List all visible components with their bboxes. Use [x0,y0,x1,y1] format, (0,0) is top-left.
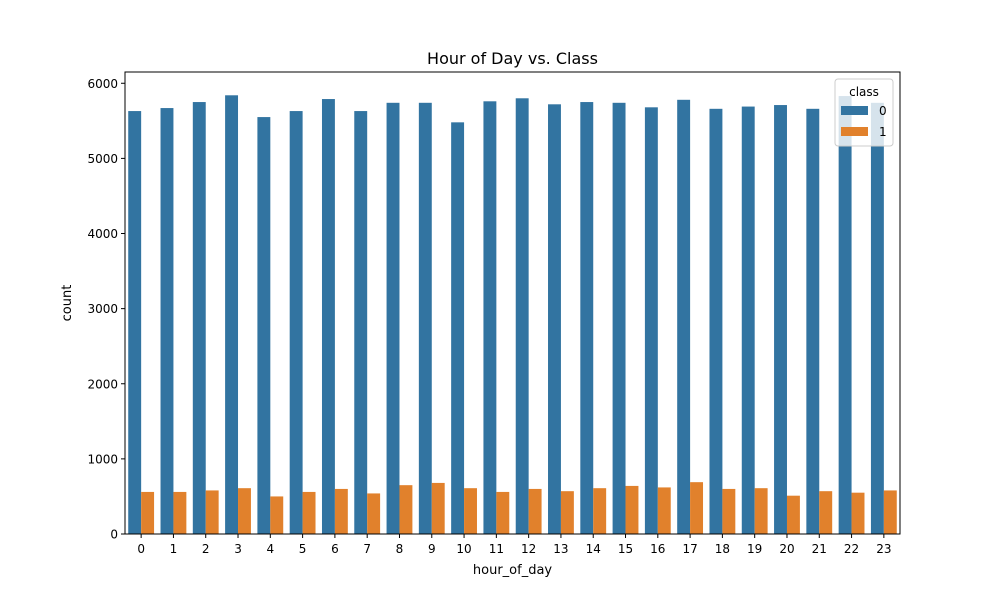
x-tick-label: 6 [331,542,339,556]
bar-class-1-hour-17 [690,482,704,534]
bar-class-0-hour-8 [386,102,400,535]
bars-group [128,95,897,535]
y-axis-label: count [60,285,75,322]
bar-class-0-hour-13 [548,104,561,535]
bar-class-1-hour-23 [883,490,897,534]
bar-class-1-hour-21 [819,491,833,534]
x-tick-label: 12 [521,542,536,556]
bar-class-0-hour-19 [741,106,755,534]
x-tick-label: 18 [715,542,730,556]
chart-title: Hour of Day vs. Class [427,49,598,68]
x-tick-label: 15 [618,542,633,556]
x-tick-label: 14 [586,542,601,556]
bar-class-0-hour-4 [257,117,271,534]
bar-class-1-hour-2 [205,490,219,534]
bar-class-1-hour-12 [528,488,542,534]
x-tick-label: 17 [682,542,697,556]
x-tick-label: 10 [456,542,471,556]
bar-class-1-hour-16 [657,487,671,534]
bar-class-0-hour-11 [483,101,497,535]
x-tick-label: 13 [553,542,568,556]
y-tick-label: 4000 [87,227,118,241]
legend-label-0: 0 [879,104,887,118]
x-tick-label: 3 [234,542,242,556]
bar-class-1-hour-14 [593,488,607,534]
y-tick-label: 1000 [87,452,118,466]
bar-class-1-hour-9 [431,482,445,534]
bar-class-1-hour-11 [496,491,510,534]
bar-class-1-hour-8 [399,485,413,534]
x-tick-label: 23 [876,542,891,556]
legend-swatch-0 [841,106,868,115]
bar-class-0-hour-12 [515,98,529,534]
x-tick-label: 1 [170,542,178,556]
bar-class-0-hour-17 [677,99,691,535]
x-tick-label: 2 [202,542,210,556]
plot-frame [124,71,901,535]
bar-class-1-hour-1 [173,491,187,534]
bar-class-0-hour-18 [709,108,723,534]
x-tick-label: 21 [812,542,827,556]
bar-class-0-hour-20 [774,105,787,535]
x-tick-label: 4 [266,542,274,556]
bar-class-0-hour-0 [128,111,142,534]
bar-class-1-hour-10 [464,488,477,534]
bar-class-0-hour-21 [806,108,820,534]
x-tick-label: 7 [363,542,371,556]
y-tick-label: 0 [110,528,118,542]
y-tick-label: 6000 [87,77,118,91]
bar-class-1-hour-4 [270,496,284,534]
bar-class-1-hour-5 [302,491,316,534]
bar-class-1-hour-20 [786,495,800,534]
x-tick-label: 20 [779,542,794,556]
x-tick-label: 16 [650,542,665,556]
bar-class-0-hour-1 [160,108,174,534]
bar-class-0-hour-3 [225,95,239,534]
x-tick-label: 8 [396,542,404,556]
x-tick-label: 5 [299,542,307,556]
bar-class-0-hour-10 [451,122,465,534]
bar-class-1-hour-3 [238,488,251,534]
bar-class-1-hour-0 [141,491,155,534]
legend-title: class [849,85,879,99]
bar-class-1-hour-6 [334,488,348,534]
y-tick-label: 2000 [87,377,118,391]
bar-class-1-hour-15 [625,485,639,534]
bar-class-0-hour-16 [644,107,658,534]
x-tick-label: 0 [137,542,145,556]
bar-class-1-hour-19 [754,488,768,534]
bar-class-0-hour-15 [612,102,626,535]
legend-label-1: 1 [879,125,887,139]
bar-class-0-hour-7 [354,111,368,534]
bar-class-0-hour-2 [192,102,206,535]
bar-class-0-hour-14 [580,102,594,535]
x-tick-label: 9 [428,542,436,556]
x-axis-label: hour_of_day [473,563,553,578]
bar-class-0-hour-9 [418,102,432,535]
bar-class-0-hour-6 [321,99,335,534]
x-tick-label: 11 [489,542,504,556]
legend-swatch-1 [841,127,868,136]
y-tick-label: 5000 [87,152,118,166]
x-axis: 0 1 2 3 4 5 6 7 8 9 10 11 12 13 14 15 16 17 18 19 20 21 22 23 [137,534,891,556]
x-tick-label: 22 [844,542,859,556]
y-tick-label: 3000 [87,302,118,316]
y-axis: 0 1000 2000 3000 4000 5000 6000 [87,77,125,542]
bar-class-1-hour-7 [367,493,381,534]
bar-class-1-hour-13 [560,491,574,534]
bar-class-0-hour-5 [289,111,303,534]
bar-class-0-hour-23 [870,102,884,535]
bar-class-1-hour-22 [851,492,865,534]
bar-class-0-hour-22 [838,96,852,534]
bar-class-1-hour-18 [722,488,736,534]
x-tick-label: 19 [747,542,762,556]
